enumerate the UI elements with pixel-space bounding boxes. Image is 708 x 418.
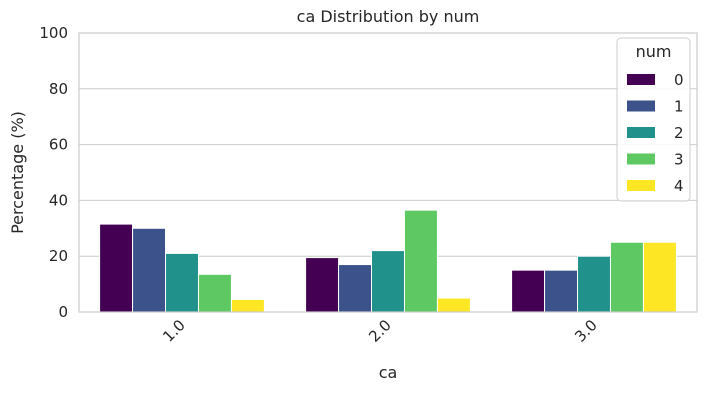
x-tick-labels: 1.0 2.0 3.0 [159, 316, 601, 346]
legend-swatch-0 [627, 74, 655, 85]
bar-series-4-cat-2 [642, 241, 677, 313]
bar-series-4-cat-1 [436, 297, 471, 313]
bar-series-3-cat-2 [609, 241, 644, 313]
bar-series-3-cat-0 [197, 273, 232, 313]
y-tick-labels: 0 20 40 60 80 100 [39, 24, 68, 321]
legend-label-2: 2 [674, 124, 684, 142]
legend-swatch-4 [627, 180, 655, 191]
y-tick-label: 80 [49, 80, 68, 98]
y-tick-label: 40 [49, 191, 68, 209]
chart-title: ca Distribution by num [297, 7, 480, 26]
bar-series-0-cat-2 [511, 269, 546, 313]
bars [99, 209, 677, 313]
y-tick-label: 20 [49, 247, 68, 265]
bar-series-1-cat-1 [338, 264, 373, 313]
legend-label-0: 0 [674, 71, 684, 89]
x-tick-label: 2.0 [365, 316, 395, 346]
bar-series-2-cat-2 [577, 255, 611, 313]
y-tick-label: 60 [49, 136, 68, 154]
bar-series-1-cat-2 [544, 269, 579, 313]
legend-label-3: 3 [674, 151, 684, 169]
bar-series-2-cat-0 [165, 252, 199, 313]
bar-series-0-cat-0 [99, 223, 134, 313]
y-axis-label: Percentage (%) [8, 111, 27, 234]
x-tick-label: 3.0 [571, 316, 601, 346]
legend-swatch-3 [627, 153, 655, 165]
bar-series-1-cat-0 [132, 227, 167, 313]
legend-label-4: 4 [674, 177, 684, 195]
bar-series-0-cat-1 [305, 257, 340, 313]
y-tick-label: 0 [58, 303, 68, 321]
legend-swatch-2 [627, 127, 655, 138]
bar-series-2-cat-1 [371, 250, 405, 313]
legend-swatch-1 [627, 100, 655, 112]
x-tick-label: 1.0 [159, 316, 189, 346]
x-axis-label: ca [379, 363, 398, 382]
plot-frame [78, 32, 698, 313]
legend-title: num [636, 42, 672, 61]
bar-series-3-cat-1 [403, 209, 438, 313]
y-tick-label: 100 [39, 24, 68, 42]
bar-series-4-cat-0 [230, 298, 265, 313]
legend-label-1: 1 [674, 98, 684, 116]
